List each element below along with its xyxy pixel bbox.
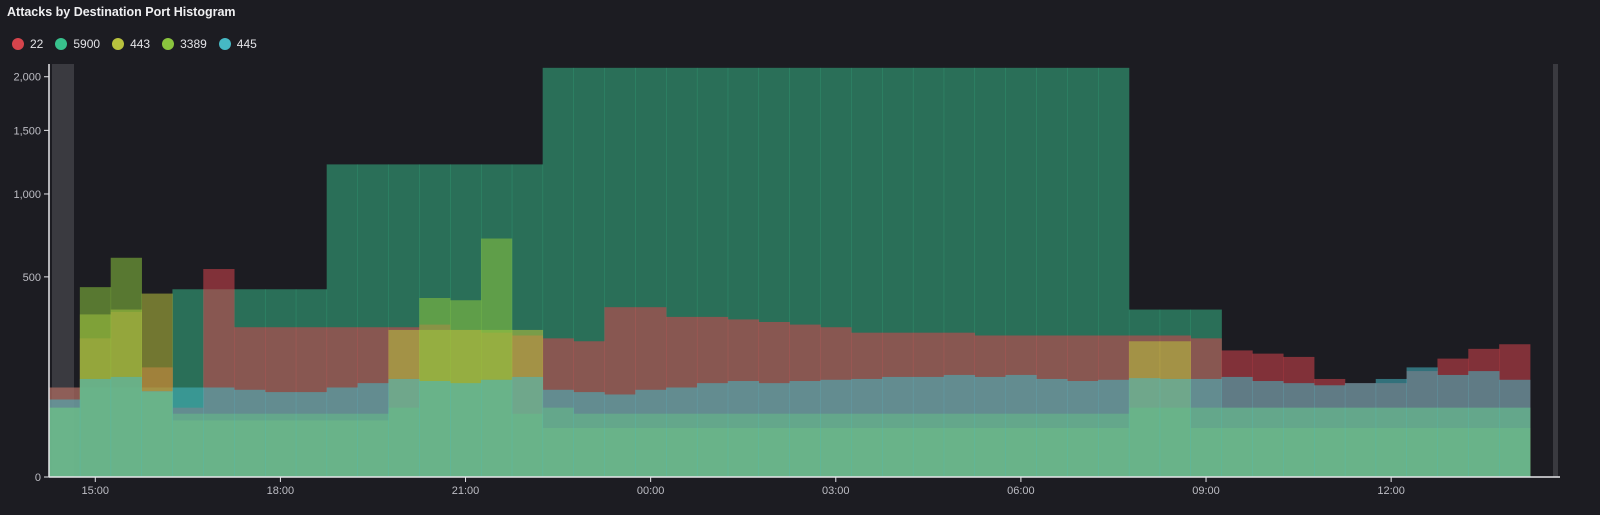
bar-445-29[interactable] — [943, 374, 976, 477]
bar-445-45[interactable] — [1437, 374, 1469, 477]
legend-label: 443 — [130, 37, 151, 51]
bar-445-31[interactable] — [1005, 374, 1037, 477]
bar-445-39[interactable] — [1252, 381, 1284, 477]
bar-445-44[interactable] — [1406, 367, 1438, 477]
bar-445-9[interactable] — [326, 387, 358, 478]
bar-445-34[interactable] — [1098, 379, 1130, 477]
y-tick-label: 1,000 — [13, 189, 41, 201]
bar-445-11[interactable] — [388, 378, 420, 477]
bar-445-18[interactable] — [604, 394, 636, 477]
brush-handle-right[interactable] — [1553, 64, 1558, 477]
bar-445-22[interactable] — [727, 381, 760, 477]
legend-item-443[interactable]: 443 — [112, 37, 150, 51]
bar-445-19[interactable] — [635, 389, 667, 477]
legend-dot-icon — [218, 38, 231, 50]
x-tick-label: 21:00 — [452, 485, 480, 497]
bar-445-46[interactable] — [1468, 371, 1500, 477]
legend-item-3389[interactable]: 3389 — [162, 37, 207, 51]
legend-dot-icon — [112, 38, 125, 50]
chart-title: Attacks by Destination Port Histogram — [7, 5, 236, 19]
bar-445-5[interactable] — [203, 387, 235, 478]
legend-label: 5900 — [73, 37, 101, 51]
legend-dot-icon — [162, 38, 175, 50]
bar-445-40[interactable] — [1283, 383, 1315, 477]
bar-445-43[interactable] — [1375, 378, 1407, 477]
bar-445-3[interactable] — [141, 391, 173, 477]
bar-445-38[interactable] — [1221, 376, 1253, 477]
bar-445-37[interactable] — [1190, 378, 1222, 477]
y-tick-label: 2,000 — [13, 72, 41, 84]
bar-445-28[interactable] — [912, 376, 945, 477]
bar-445-16[interactable] — [542, 389, 574, 477]
bar-445-32[interactable] — [1036, 378, 1068, 477]
bar-445-24[interactable] — [789, 381, 821, 477]
series-445 — [49, 367, 1531, 478]
bar-445-4[interactable] — [172, 387, 204, 478]
bar-445-6[interactable] — [234, 389, 266, 477]
bar-445-25[interactable] — [820, 379, 852, 477]
legend: 22 5900 443 3389 445 — [12, 37, 269, 51]
bar-445-1[interactable] — [79, 378, 112, 477]
x-tick-label: 03:00 — [822, 485, 850, 497]
bar-445-47[interactable] — [1499, 379, 1531, 477]
bar-445-10[interactable] — [357, 383, 389, 477]
y-tick-label: 500 — [23, 272, 41, 284]
bar-445-41[interactable] — [1314, 385, 1346, 477]
y-tick-label: 0 — [35, 472, 41, 484]
bar-445-8[interactable] — [295, 392, 328, 477]
bar-445-23[interactable] — [758, 383, 790, 477]
legend-label: 3389 — [180, 37, 207, 51]
bar-445-15[interactable] — [511, 376, 544, 477]
bar-445-12[interactable] — [419, 381, 451, 477]
bar-445-20[interactable] — [666, 387, 698, 478]
bar-445-2[interactable] — [110, 376, 142, 477]
legend-label: 22 — [30, 37, 44, 51]
x-tick-label: 09:00 — [1192, 485, 1220, 497]
bar-445-0[interactable] — [49, 399, 81, 477]
bar-445-35[interactable] — [1128, 378, 1161, 477]
x-tick-label: 00:00 — [637, 485, 665, 497]
bar-445-42[interactable] — [1344, 383, 1377, 477]
y-tick-label: 1,500 — [13, 125, 41, 137]
bar-445-17[interactable] — [573, 392, 605, 477]
bar-445-33[interactable] — [1067, 381, 1099, 477]
bar-445-7[interactable] — [264, 392, 297, 477]
x-tick-label: 12:00 — [1377, 485, 1405, 497]
legend-item-445[interactable]: 445 — [218, 37, 257, 51]
legend-item-5900[interactable]: 5900 — [55, 37, 100, 51]
legend-label: 445 — [236, 37, 257, 51]
bar-445-36[interactable] — [1159, 378, 1191, 477]
bar-445-30[interactable] — [974, 376, 1006, 477]
legend-dot-icon — [12, 38, 24, 50]
bar-445-27[interactable] — [882, 376, 914, 477]
brush-handle-left[interactable] — [52, 64, 74, 477]
bar-445-13[interactable] — [450, 383, 482, 477]
x-tick-label: 06:00 — [1007, 485, 1035, 497]
legend-dot-icon — [55, 38, 68, 50]
x-tick-label: 15:00 — [82, 485, 110, 497]
bar-445-14[interactable] — [480, 379, 513, 477]
legend-item-22[interactable]: 22 — [12, 37, 43, 51]
x-tick-label: 18:00 — [267, 485, 295, 497]
bar-445-21[interactable] — [696, 383, 729, 477]
bar-445-26[interactable] — [851, 378, 883, 477]
